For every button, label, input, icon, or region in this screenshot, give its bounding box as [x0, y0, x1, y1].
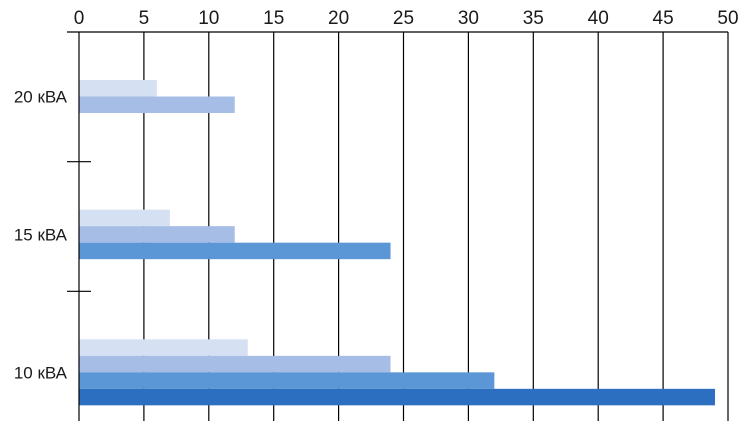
x-tick-label-0: 0	[74, 8, 85, 29]
x-tick-label-10: 10	[198, 8, 219, 29]
x-tick-labels: 0 5 10 15 20 25 30 35 40 45 50	[74, 8, 739, 29]
bar-0-1	[79, 96, 235, 113]
category-label-1: 15 кВА	[14, 225, 68, 244]
x-tick-label-45: 45	[653, 8, 674, 29]
bars	[79, 80, 716, 406]
x-tick-label-50: 50	[717, 8, 738, 29]
axes	[67, 31, 728, 421]
x-tick-label-20: 20	[328, 8, 349, 29]
x-tick-label-35: 35	[523, 8, 544, 29]
x-tick-label-5: 5	[139, 8, 150, 29]
bar-1-1	[79, 226, 235, 243]
bar-2-0	[79, 339, 248, 356]
bar-2-2	[79, 372, 495, 389]
bar-0-0	[79, 80, 157, 97]
category-label-2: 10 кВА	[14, 363, 68, 382]
bar-2-1	[79, 355, 391, 373]
category-label-0: 20 кВА	[14, 88, 68, 107]
x-tick-label-15: 15	[263, 8, 284, 29]
bar-1-2	[79, 242, 391, 260]
x-tick-label-30: 30	[458, 8, 479, 29]
category-labels: 20 кВА 15 кВА 10 кВА	[14, 88, 68, 383]
x-tick-label-40: 40	[588, 8, 609, 29]
bar-2-3	[79, 388, 716, 406]
bar-1-0	[79, 209, 170, 227]
x-tick-label-25: 25	[393, 8, 414, 29]
